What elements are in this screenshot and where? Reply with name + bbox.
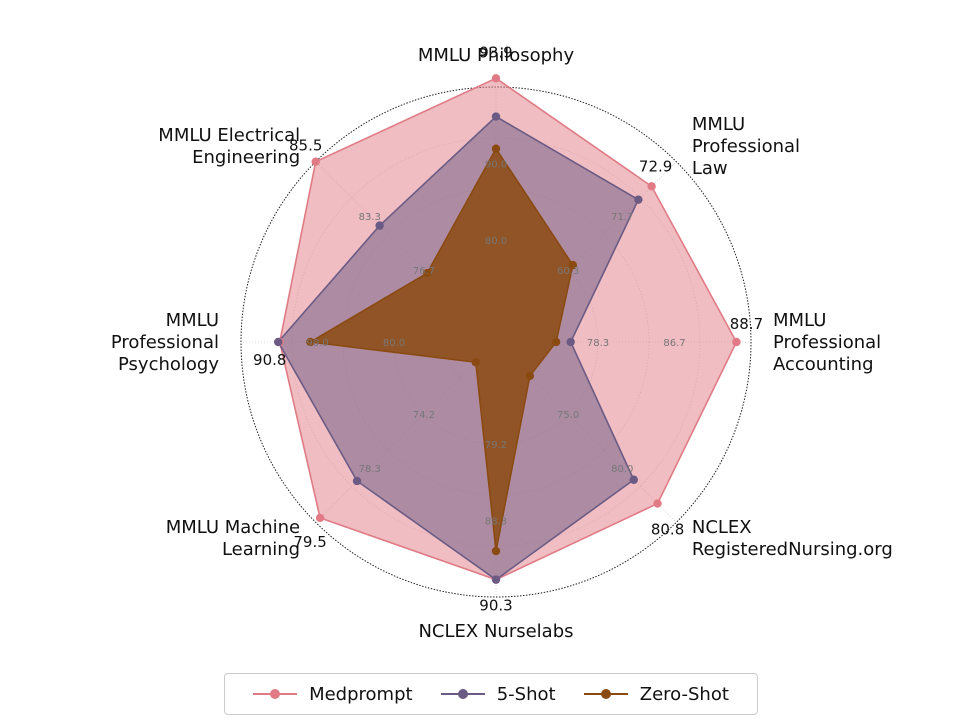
ring-label-7-1: 80.0 bbox=[383, 338, 405, 349]
radar-series-markers bbox=[274, 74, 741, 584]
ring-label-4-2: 80.0 bbox=[611, 464, 633, 475]
value-label-8: 85.5 bbox=[289, 137, 322, 155]
axis-label-line: Professional bbox=[111, 332, 219, 353]
axis-label-line: Engineering bbox=[192, 147, 300, 168]
axis-label-line: MMLU Machine bbox=[166, 517, 300, 538]
data-point-zero-shot-1 bbox=[491, 144, 501, 153]
value-label-2: 72.9 bbox=[639, 157, 672, 175]
axis-label-line: MMLU bbox=[773, 310, 826, 331]
axis-label-line: Professional bbox=[692, 136, 800, 157]
ring-label-4-1: 75.0 bbox=[557, 410, 579, 421]
ring-label-1-2: 90.0 bbox=[485, 160, 507, 171]
ring-label-5-1: 79.2 bbox=[485, 440, 507, 451]
legend-item-5-shot: 5-Shot bbox=[440, 683, 556, 705]
data-point-5-shot-1 bbox=[491, 112, 501, 121]
axis-label-line: MMLU bbox=[692, 114, 745, 135]
data-point-medprompt-4 bbox=[653, 499, 662, 508]
ring-label-7-2: 90.0 bbox=[306, 338, 328, 349]
data-point-5-shot-7 bbox=[274, 337, 283, 347]
value-label-6: 79.5 bbox=[293, 533, 326, 551]
axis-label-7: MMLU Professional Psychology bbox=[111, 310, 220, 375]
data-point-zero-shot-7 bbox=[306, 337, 315, 347]
value-label-1: 93.9 bbox=[479, 43, 512, 61]
axis-label-3: MMLU Professional Accounting bbox=[773, 310, 881, 375]
data-point-zero-shot-8 bbox=[422, 268, 432, 278]
data-point-5-shot-4 bbox=[629, 475, 638, 484]
radar-series-areas bbox=[277, 77, 738, 581]
axis-label-line: Professional bbox=[773, 332, 881, 353]
axis-label-line: NCLEX bbox=[692, 517, 752, 538]
legend-item-medprompt: Medprompt bbox=[253, 684, 413, 705]
radar-labels: 80.0 90.0 60.3 71.7 78.3 86.7 75.0 80.0 79.2 88.3… bbox=[111, 43, 893, 642]
ring-label-8-1: 76.7 bbox=[413, 266, 435, 277]
axis-label-line: NCLEX Nurselabs bbox=[418, 621, 573, 642]
data-point-5-shot-6 bbox=[352, 476, 362, 486]
axis-label-line: Law bbox=[692, 158, 728, 179]
data-point-medprompt-6 bbox=[315, 513, 325, 523]
ring-label-5-2: 88.3 bbox=[485, 517, 507, 528]
chart-legend: Medprompt 5-Shot Zero-Shot bbox=[224, 673, 758, 715]
ring-label-2-2: 71.7 bbox=[611, 212, 633, 223]
data-point-5-shot-8 bbox=[375, 221, 384, 230]
axis-label-6: MMLU Machine Learning bbox=[166, 517, 300, 560]
ring-label-6-2: 78.3 bbox=[359, 464, 381, 475]
value-label-7: 90.8 bbox=[253, 351, 286, 369]
axis-label-line: MMLU bbox=[166, 310, 219, 331]
data-point-medprompt-8 bbox=[311, 157, 320, 166]
ring-label-3-2: 86.7 bbox=[663, 338, 685, 349]
axis-label-line: Psychology bbox=[118, 354, 219, 375]
data-point-zero-shot-3 bbox=[551, 337, 561, 347]
data-point-medprompt-2 bbox=[647, 182, 656, 191]
data-point-zero-shot-5 bbox=[491, 546, 501, 556]
data-point-5-shot-5 bbox=[491, 575, 501, 584]
ring-label-2-1: 60.3 bbox=[557, 266, 579, 277]
data-point-medprompt-3 bbox=[732, 337, 741, 347]
axis-label-8: MMLU Electrical Engineering bbox=[158, 125, 300, 168]
axis-label-5: NCLEX Nurselabs bbox=[418, 621, 573, 642]
value-label-5: 90.3 bbox=[479, 597, 512, 615]
data-point-5-shot-3 bbox=[566, 337, 575, 347]
legend-label-5-shot: 5-Shot bbox=[496, 683, 556, 705]
value-label-3: 88.7 bbox=[730, 315, 763, 333]
ring-label-6-1: 74.2 bbox=[413, 410, 435, 421]
legend-item-zero-shot: Zero-Shot bbox=[583, 683, 729, 705]
axis-label-line: MMLU Philosophy bbox=[418, 45, 575, 66]
axis-label-4: NCLEX RegisteredNursing.org bbox=[692, 517, 893, 560]
legend-swatch-medprompt bbox=[253, 688, 298, 700]
value-label-4: 80.8 bbox=[651, 521, 684, 539]
ring-label-1-1: 80.0 bbox=[485, 236, 507, 247]
axis-label-line: Learning bbox=[222, 539, 300, 560]
ring-label-3-1: 78.3 bbox=[587, 338, 609, 349]
axis-label-1: MMLU Philosophy bbox=[418, 45, 575, 66]
data-point-5-shot-2 bbox=[634, 195, 643, 204]
ring-label-8-2: 83.3 bbox=[359, 212, 381, 223]
legend-swatch-zero-shot bbox=[583, 688, 628, 700]
axis-label-line: RegisteredNursing.org bbox=[692, 539, 893, 560]
data-point-zero-shot-6 bbox=[471, 358, 480, 367]
legend-label-zero-shot: Zero-Shot bbox=[639, 683, 729, 705]
legend-swatch-5-shot bbox=[440, 688, 485, 700]
legend-label-medprompt: Medprompt bbox=[309, 683, 413, 705]
data-point-zero-shot-4 bbox=[525, 371, 535, 381]
axis-label-line: Accounting bbox=[773, 354, 874, 375]
data-point-medprompt-1 bbox=[491, 74, 501, 83]
data-point-zero-shot-2 bbox=[568, 260, 578, 270]
axis-label-line: MMLU Electrical bbox=[158, 125, 300, 146]
radar-chart: 80.0 90.0 60.3 71.7 78.3 86.7 75.0 80.0 79.2 88.3… bbox=[111, 43, 893, 642]
axis-label-2: MMLU Professional Law bbox=[692, 114, 800, 179]
